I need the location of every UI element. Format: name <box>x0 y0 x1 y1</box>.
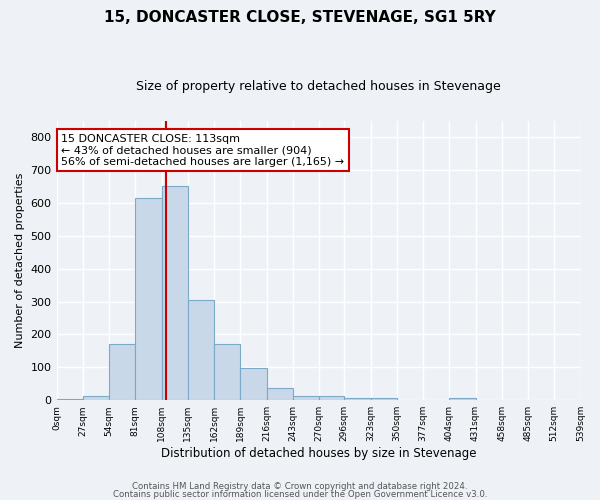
Bar <box>161 186 188 400</box>
Text: 15 DONCASTER CLOSE: 113sqm
← 43% of detached houses are smaller (904)
56% of sem: 15 DONCASTER CLOSE: 113sqm ← 43% of deta… <box>61 134 344 167</box>
Y-axis label: Number of detached properties: Number of detached properties <box>15 172 25 348</box>
Text: 15, DONCASTER CLOSE, STEVENAGE, SG1 5RY: 15, DONCASTER CLOSE, STEVENAGE, SG1 5RY <box>104 10 496 25</box>
Title: Size of property relative to detached houses in Stevenage: Size of property relative to detached ho… <box>136 80 501 93</box>
Text: Contains public sector information licensed under the Open Government Licence v3: Contains public sector information licen… <box>113 490 487 499</box>
Bar <box>83 396 109 400</box>
Bar <box>56 398 83 400</box>
Bar <box>344 398 371 400</box>
Text: Contains HM Land Registry data © Crown copyright and database right 2024.: Contains HM Land Registry data © Crown c… <box>132 482 468 491</box>
Bar <box>266 388 293 400</box>
Bar <box>109 344 135 400</box>
Bar <box>135 198 161 400</box>
Bar <box>319 396 344 400</box>
X-axis label: Distribution of detached houses by size in Stevenage: Distribution of detached houses by size … <box>161 447 476 460</box>
Bar <box>293 396 319 400</box>
Bar <box>371 398 397 400</box>
Bar <box>188 300 214 400</box>
Bar <box>240 368 266 400</box>
Bar <box>449 398 476 400</box>
Bar <box>214 344 240 400</box>
